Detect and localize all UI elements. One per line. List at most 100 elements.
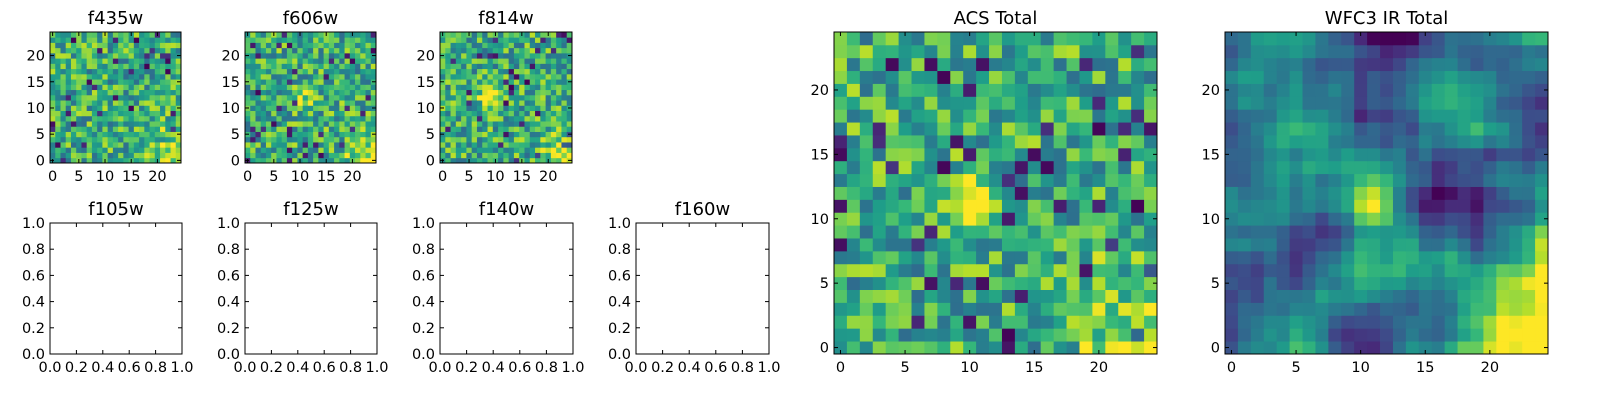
heatmap-cell — [297, 42, 304, 49]
heatmap-cell — [834, 276, 848, 290]
heatmap-cell — [550, 147, 557, 153]
heatmap-cell — [97, 84, 103, 91]
heatmap-cell — [482, 157, 488, 164]
heatmap-cell — [1315, 173, 1329, 187]
heatmap-cell — [466, 68, 473, 75]
heatmap-cell — [466, 94, 473, 101]
heatmap-cell — [540, 110, 546, 117]
heatmap-cell — [1392, 109, 1407, 123]
heatmap-cell — [1225, 212, 1239, 226]
heatmap-cell — [102, 73, 109, 80]
heatmap-cell — [144, 126, 150, 132]
heatmap-cell — [360, 136, 366, 143]
heatmap-cell — [963, 263, 977, 278]
heatmap-cell — [566, 94, 573, 101]
heatmap-cell — [476, 42, 483, 49]
heatmap-cell — [250, 94, 256, 101]
heatmap-cell — [545, 126, 552, 132]
heatmap-cell — [476, 47, 483, 54]
heatmap-cell — [1522, 83, 1536, 97]
heatmap-cell — [1367, 147, 1381, 162]
heatmap-cell — [281, 84, 288, 91]
heatmap-cell — [1470, 263, 1484, 278]
heatmap-cell — [859, 289, 874, 303]
heatmap-cell — [466, 52, 473, 59]
heatmap-cell — [466, 110, 473, 117]
heatmap-cell — [1444, 96, 1458, 110]
heatmap-cell — [846, 32, 861, 46]
heatmap-cell — [276, 32, 283, 38]
heatmap-cell — [160, 115, 166, 122]
heatmap-cell — [545, 142, 552, 148]
heatmap-cell — [963, 225, 977, 239]
heatmap-cell — [566, 142, 573, 148]
heatmap-cell — [1027, 44, 1042, 59]
heatmap-cell — [60, 89, 67, 96]
heatmap-cell — [349, 115, 356, 122]
heatmap-cell — [112, 110, 119, 117]
heatmap-cell — [1444, 263, 1458, 278]
heatmap-cell — [260, 126, 267, 132]
heatmap-cell — [1144, 341, 1158, 355]
heatmap-cell — [1079, 186, 1093, 200]
heatmap-cell — [1289, 238, 1303, 252]
heatmap-cell — [302, 157, 309, 164]
heatmap-cell — [65, 121, 72, 127]
heatmap-cell — [81, 32, 88, 38]
heatmap-cell — [1225, 122, 1239, 136]
heatmap-cell — [102, 79, 109, 85]
heatmap-cell — [963, 44, 977, 59]
heatmap-cell — [1315, 263, 1329, 278]
heatmap-cell — [885, 57, 899, 72]
heatmap-cell — [1496, 173, 1510, 187]
heatmap-cell — [334, 89, 340, 96]
heatmap-cell — [334, 105, 340, 111]
heatmap-cell — [471, 73, 478, 80]
heatmap-cell — [846, 250, 861, 265]
heatmap-cell — [1354, 302, 1368, 316]
heatmap-cell — [911, 57, 925, 72]
heatmap-cell — [989, 173, 1003, 187]
heatmap-cell — [989, 44, 1003, 59]
heatmap-cell — [898, 238, 912, 252]
heatmap-cell — [260, 105, 267, 111]
heatmap-cell — [107, 152, 114, 159]
axes-frame — [244, 222, 378, 355]
heatmap-cell — [566, 89, 573, 96]
heatmap-cell — [149, 94, 156, 101]
heatmap-cell — [1225, 173, 1239, 187]
heatmap-cell — [937, 173, 951, 187]
heatmap-cell — [540, 42, 546, 49]
heatmap-cell — [81, 47, 88, 54]
heatmap-cell — [550, 84, 557, 91]
heatmap-cell — [60, 73, 67, 80]
heatmap-cell — [370, 58, 377, 64]
heatmap-cell — [255, 37, 262, 43]
heatmap-cell — [1392, 57, 1407, 72]
heatmap-cell — [355, 37, 361, 43]
heatmap-cell — [924, 289, 938, 303]
heatmap-cell — [1131, 263, 1145, 278]
heatmap-cell — [1431, 225, 1446, 239]
heatmap-cell — [513, 157, 520, 164]
heatmap-cell — [834, 44, 848, 59]
heatmap-cell — [318, 126, 324, 132]
heatmap-cell — [339, 32, 345, 38]
heatmap-cell — [323, 115, 330, 122]
heatmap-cell — [339, 68, 345, 75]
heatmap-cell — [556, 32, 562, 38]
heatmap-cell — [102, 68, 109, 75]
heatmap-cell — [318, 47, 324, 54]
heatmap-cell — [50, 63, 56, 70]
heatmap-cell — [1289, 186, 1303, 200]
heatmap-cell — [1001, 122, 1016, 136]
heatmap-cell — [271, 100, 277, 106]
heatmap-cell — [70, 157, 77, 164]
heatmap-cell — [133, 136, 140, 143]
heatmap-cell — [281, 142, 288, 148]
heatmap-cell — [55, 121, 61, 127]
heatmap-cell — [344, 52, 351, 59]
heatmap-cell — [281, 47, 288, 54]
heatmap-cell — [297, 79, 304, 85]
y-tick-label: 5 — [231, 127, 240, 143]
